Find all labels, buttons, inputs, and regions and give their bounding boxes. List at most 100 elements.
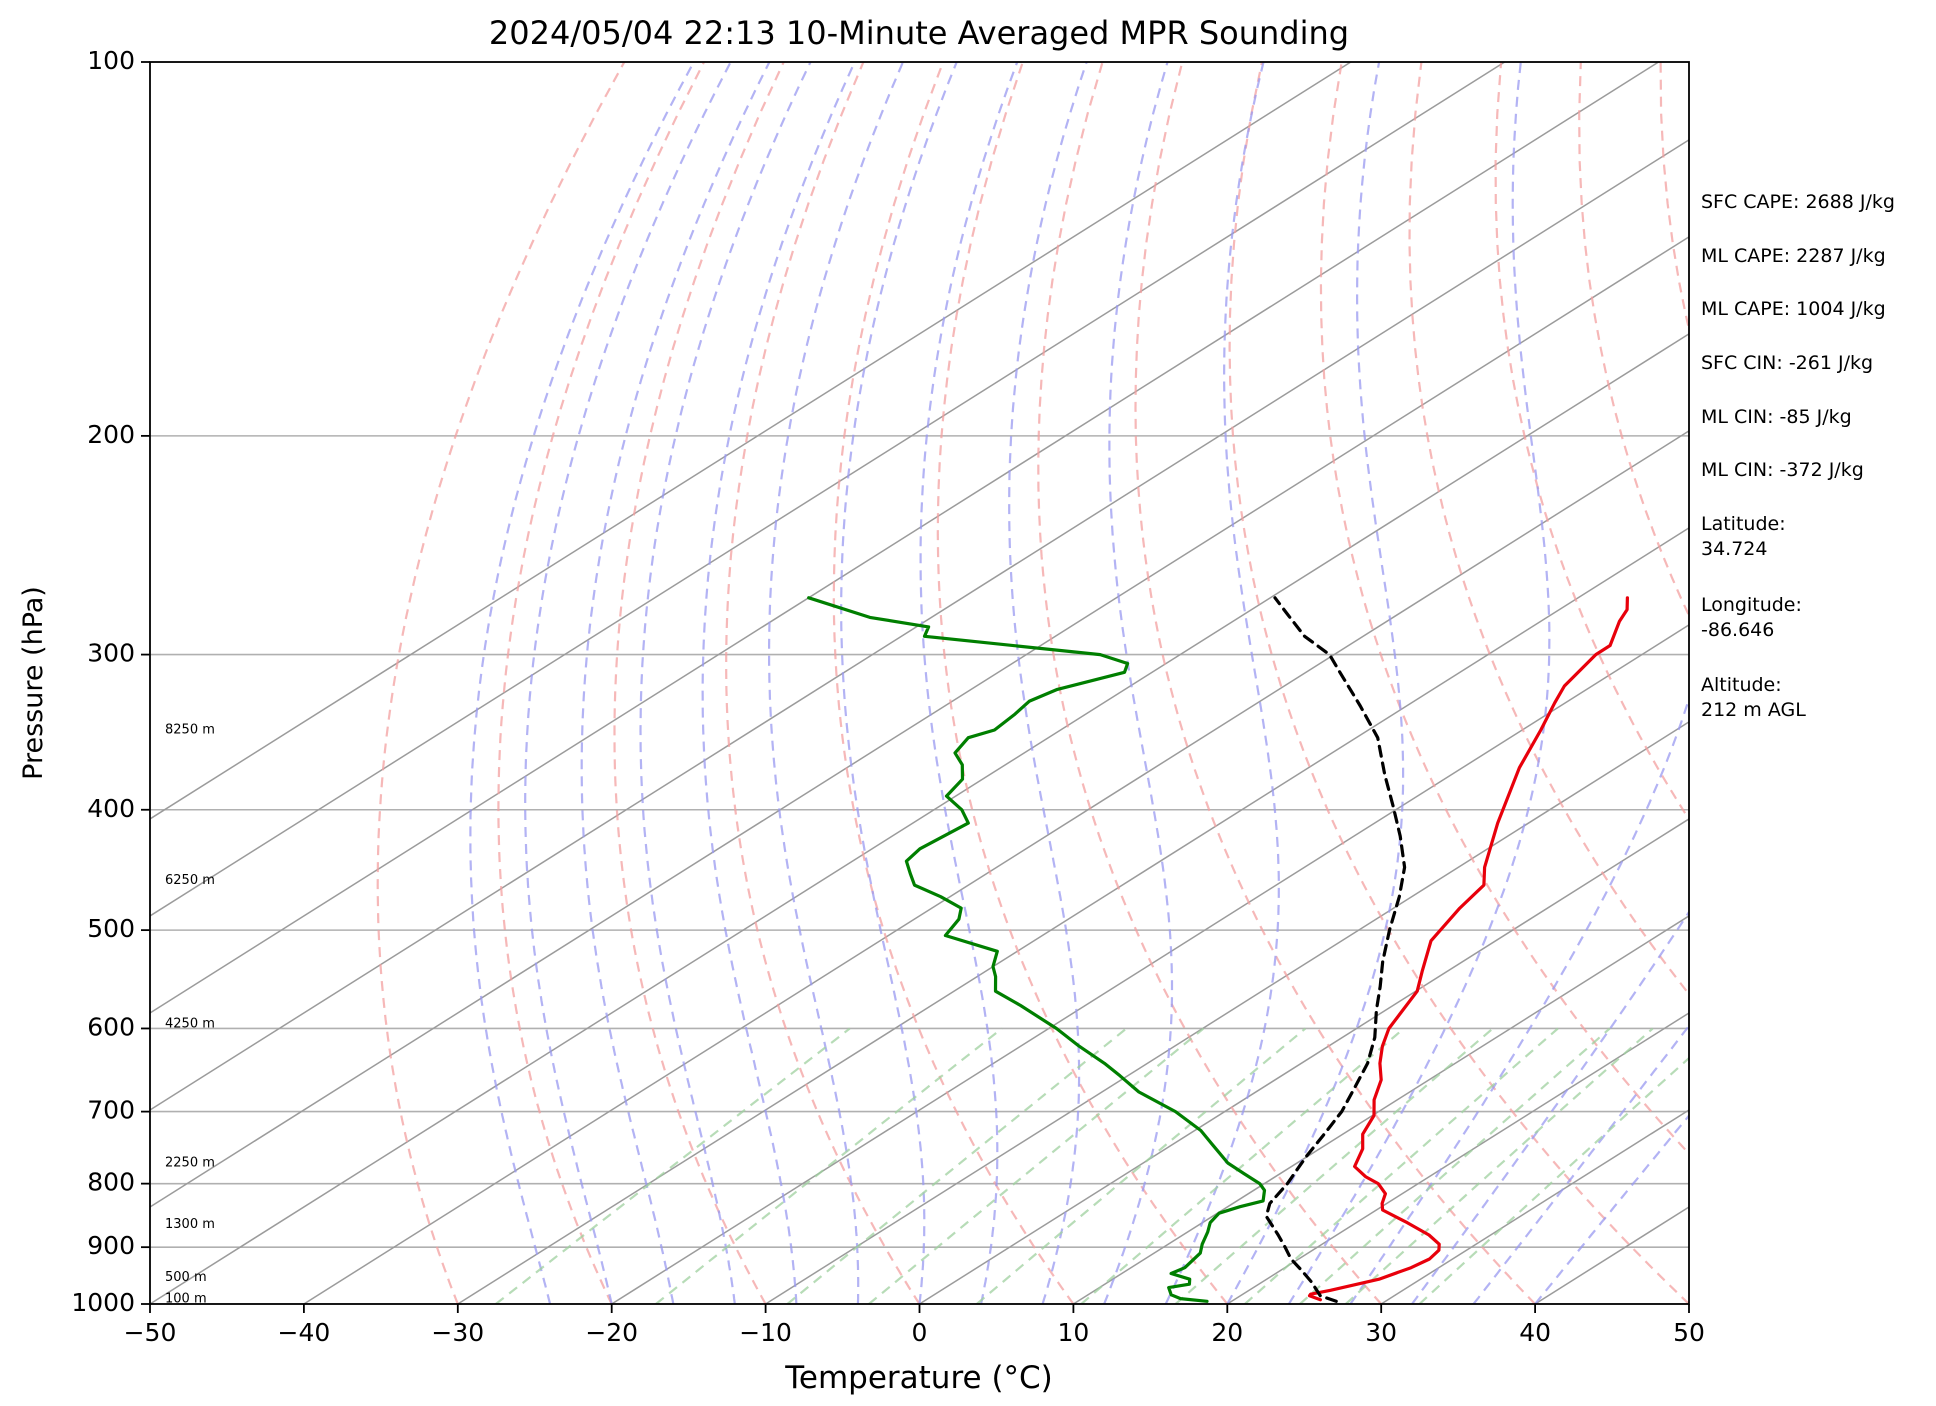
axes: −50 −40 −30 −20 −10 0 10 20 30 40 50 100 200 300 400 50… — [71, 46, 1705, 1347]
ml-cape-text: ML CAPE: 1004 J/kg — [1701, 298, 1886, 320]
isotherm-line — [150, 62, 1659, 1014]
height-label: 8250 m — [165, 722, 215, 737]
dry-adiabat-line — [832, 62, 1075, 1304]
isotherm-line — [150, 332, 1689, 1304]
isotherm-line — [1073, 915, 1689, 1304]
dry-adiabat-line — [725, 62, 921, 1304]
longitude-text: Longitude: -86.646 — [1701, 594, 1802, 641]
ml-cape-text: ML CAPE: 2287 J/kg — [1701, 245, 1886, 267]
mixing-ratio-line — [655, 1027, 1003, 1304]
y-tick-label: 1000 — [71, 1288, 135, 1317]
height-labels: 8250 m 6250 m 4250 m 2250 m 1300 m 500 m 100 m — [165, 722, 215, 1306]
mixing-ratio-line — [1080, 1027, 1405, 1304]
dry-adiabat-line — [497, 62, 705, 1304]
reference-lines — [150, 62, 1936, 1304]
y-axis-label: Pressure (hPa) — [18, 586, 49, 780]
isotherm-line — [457, 527, 1689, 1304]
x-tick-label: 20 — [1211, 1318, 1243, 1347]
moist-adiabat-line — [701, 62, 856, 1304]
y-tick-label: 400 — [87, 794, 135, 823]
isotherm-line — [150, 138, 1689, 1111]
moist-adiabat-line — [639, 62, 812, 1304]
dry-adiabat-line — [1408, 62, 1689, 996]
latitude-text: Latitude: 34.724 — [1701, 513, 1786, 560]
moist-adiabat-line — [840, 62, 958, 1304]
height-label: 100 m — [165, 1292, 207, 1307]
moist-adiabat-line — [1349, 695, 1689, 1304]
x-tick-label: 50 — [1673, 1318, 1705, 1347]
y-tick-label: 300 — [87, 639, 135, 668]
isotherm-line — [150, 62, 1352, 820]
x-tick-label: −30 — [431, 1318, 484, 1347]
mixing-ratio-line — [976, 1027, 1307, 1304]
y-tick-label: 100 — [87, 46, 135, 75]
moist-adiabat-line — [1411, 910, 1689, 1304]
moist-adiabat-line — [469, 62, 695, 1304]
moist-adiabat-line — [768, 62, 905, 1304]
moist-adiabat-line — [919, 62, 1019, 1304]
x-axis-label: Temperature (°C) — [784, 1360, 1053, 1396]
dewpoint-profile-line — [807, 596, 1267, 1303]
x-tick-label: −40 — [278, 1318, 331, 1347]
mixing-ratio-line — [786, 1027, 1128, 1304]
dry-adiabat-line — [936, 62, 1229, 1304]
moist-adiabat-line — [1103, 62, 1174, 1304]
y-tick-label: 500 — [87, 914, 135, 943]
dry-adiabat-line — [1319, 62, 1689, 1156]
isotherm-line — [150, 62, 1506, 917]
sfc-cape-text: SFC CAPE: 2688 J/kg — [1701, 191, 1895, 213]
mixing-ratio-line — [1299, 1027, 1611, 1304]
ml-cin-text: ML CIN: -372 J/kg — [1701, 459, 1864, 481]
height-label: 500 m — [165, 1270, 207, 1285]
mixing-ratio-line — [495, 1027, 851, 1304]
dry-adiabat-line — [1228, 62, 1689, 1304]
ml-cin-text: ML CIN: -85 J/kg — [1701, 406, 1852, 428]
height-label: 4250 m — [165, 1016, 215, 1031]
moist-adiabat-line — [1008, 62, 1088, 1304]
dry-adiabat-line — [1900, 62, 1936, 1304]
mixing-ratio-line — [1244, 1027, 1559, 1304]
x-tick-label: −50 — [124, 1318, 177, 1347]
height-label: 2250 m — [165, 1156, 215, 1171]
isotherm-line — [611, 624, 1689, 1304]
x-tick-label: 40 — [1519, 1318, 1551, 1347]
height-label: 1300 m — [165, 1217, 215, 1232]
isotherm-line — [303, 429, 1689, 1304]
height-label: 6250 m — [165, 873, 215, 888]
dry-adiabat-line — [613, 62, 785, 1304]
moist-adiabat-line — [1164, 62, 1280, 1304]
x-tick-label: −20 — [585, 1318, 638, 1347]
altitude-text: Altitude: 212 m AGL — [1701, 674, 1806, 721]
temperature-profile-line — [1307, 596, 1629, 1302]
mixing-ratio-line — [868, 1027, 1205, 1304]
profile-lines — [807, 596, 1629, 1303]
sfc-cin-text: SFC CIN: -261 J/kg — [1701, 352, 1874, 374]
moist-adiabat-line — [1226, 62, 1405, 1304]
x-tick-label: 30 — [1365, 1318, 1397, 1347]
moist-adiabat-line — [524, 62, 732, 1304]
y-tick-label: 900 — [87, 1231, 135, 1260]
y-tick-label: 600 — [87, 1012, 135, 1041]
mixing-ratio-line — [1345, 1027, 1654, 1304]
x-tick-label: 0 — [912, 1318, 928, 1347]
y-tick-label: 200 — [87, 420, 135, 449]
dry-adiabat-line — [1134, 62, 1536, 1304]
moist-adiabat-line — [1287, 62, 1551, 1304]
parcel-profile-line — [1264, 596, 1407, 1303]
y-tick-label: 700 — [87, 1096, 135, 1125]
moist-adiabat-line — [580, 62, 771, 1304]
y-tick-label: 800 — [87, 1168, 135, 1197]
chart-title: 2024/05/04 22:13 10-Minute Averaged MPR … — [489, 14, 1349, 52]
isotherm-line — [765, 721, 1689, 1304]
x-tick-label: 10 — [1057, 1318, 1089, 1347]
mixing-ratio-line — [1418, 1056, 1689, 1304]
isotherm-line — [1226, 1012, 1689, 1304]
moist-adiabat-line — [1472, 1024, 1689, 1304]
dry-adiabat-line — [1037, 62, 1383, 1304]
mixing-ratio-line — [1174, 1027, 1494, 1304]
dry-adiabat-line — [376, 62, 626, 1304]
plot-frame — [149, 61, 1690, 1305]
isotherm-line — [150, 235, 1689, 1208]
x-tick-label: −10 — [739, 1318, 792, 1347]
